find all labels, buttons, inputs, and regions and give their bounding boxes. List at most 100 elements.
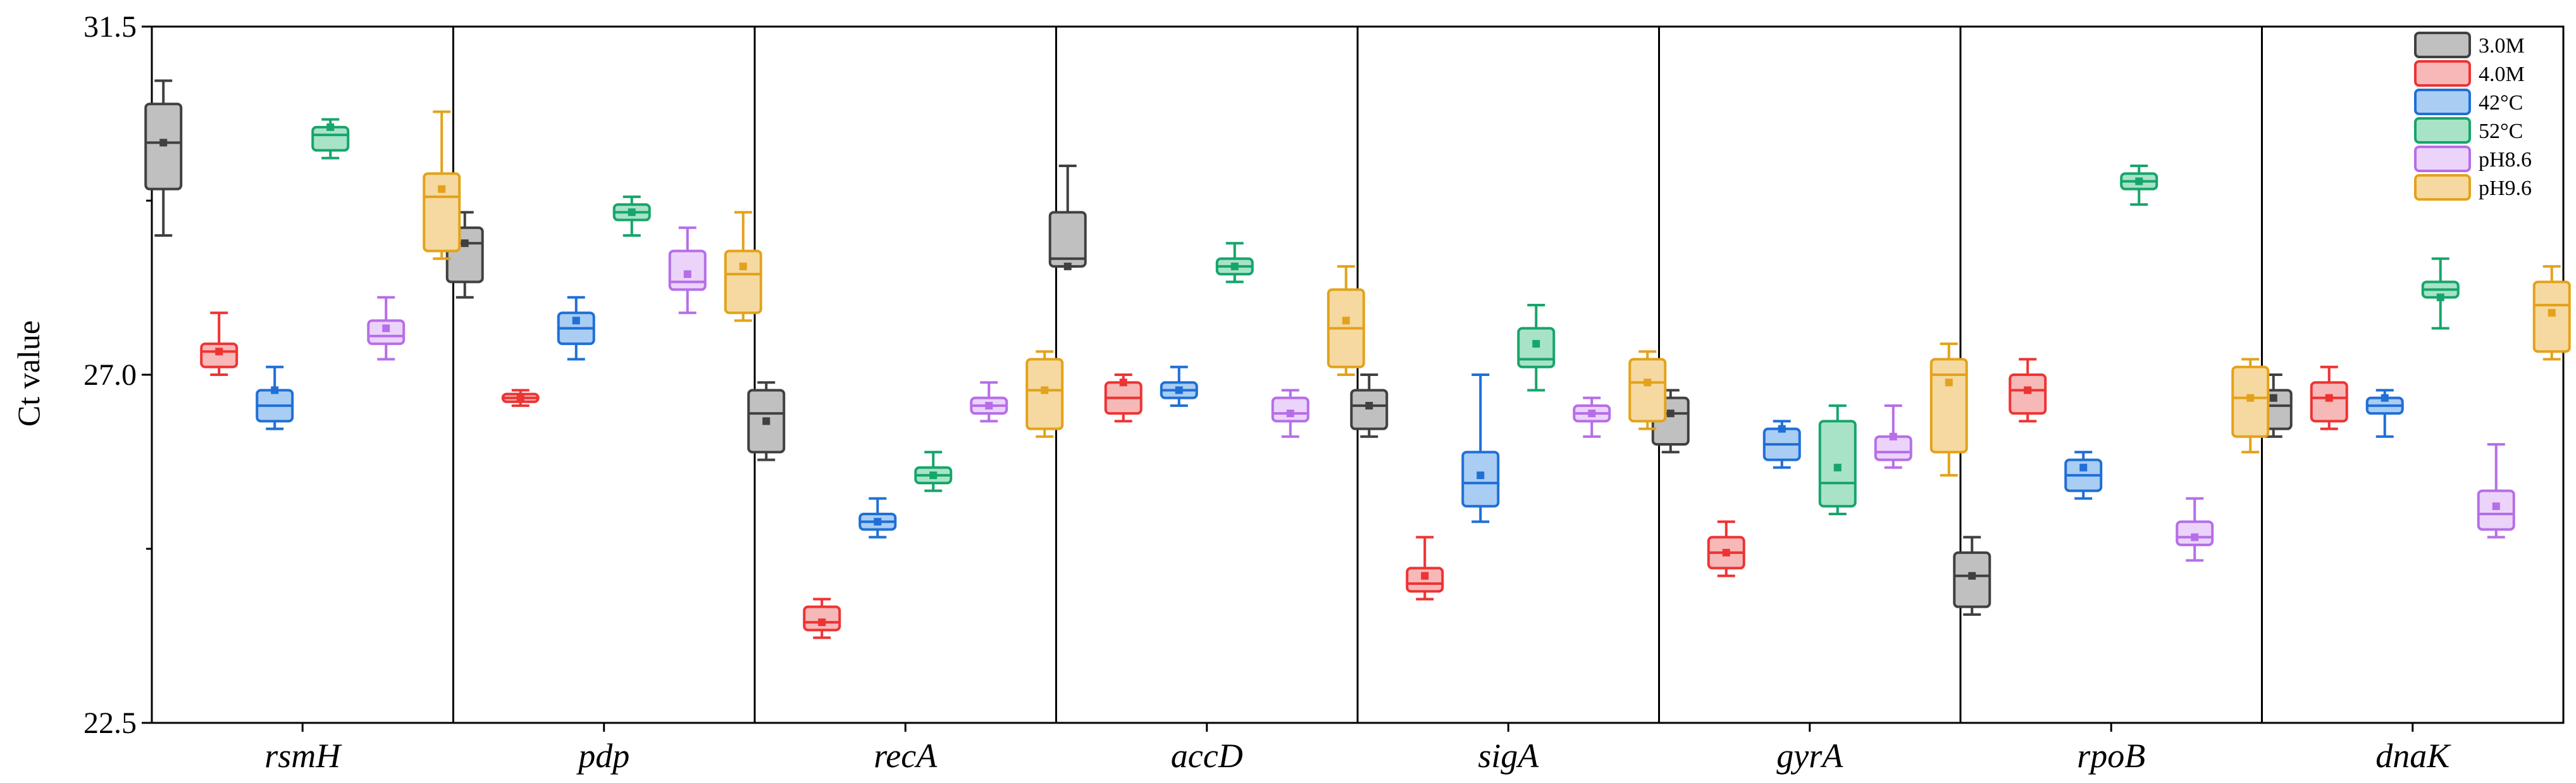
box-mark [1953,536,1991,616]
box-mark [2064,451,2103,500]
box-body [200,342,238,368]
mean-marker [683,270,691,279]
box-mark [2009,358,2047,423]
mean-marker [326,123,335,131]
mean-marker [516,394,524,402]
box-body [1025,358,1064,430]
box-body [423,172,461,253]
box-mark [970,381,1008,423]
mean-marker [461,239,469,247]
box-body [2231,365,2270,438]
mean-marker [1421,572,1429,580]
x-category-label: sigA [1478,737,1539,775]
mean-marker [1119,379,1127,387]
mean-marker [929,471,938,479]
mean-marker [1778,425,1786,433]
x-category-label: rsmH [264,737,342,775]
x-category-label: recA [874,737,938,775]
mean-marker [1588,410,1596,418]
box-mark [2231,358,2270,454]
mean-marker [2135,177,2143,185]
mean-marker [1722,549,1730,557]
legend-item: 4.0M [2414,60,2525,87]
mean-marker [2269,394,2277,402]
mean-marker [215,348,223,356]
legend-item: 3.0M [2414,32,2525,58]
box-body [2310,381,2348,423]
box-mark [256,365,294,430]
box-mark [1573,396,1611,438]
mean-marker [1342,316,1350,325]
series-30m [144,79,2293,616]
mean-marker [2381,394,2389,402]
mean-marker [1063,262,1072,270]
mean-marker [1286,410,1294,418]
box-mark [1327,265,1365,376]
mean-marker [1945,379,1953,387]
box-mark [2310,365,2348,430]
legend-label: 4.0M [2479,63,2525,86]
y-tick-label: 22.5 [84,706,137,740]
mean-marker [1041,386,1049,394]
box-mark [311,118,350,160]
box-mark [1350,373,1389,438]
series-52c [311,118,2460,515]
box-body [724,249,762,315]
mean-marker [1644,379,1652,387]
legend-swatch [2414,117,2471,144]
mean-marker [739,262,747,270]
legend-swatch [2414,146,2471,172]
box-body [144,103,183,191]
box-body [1517,327,1556,368]
box-mark [423,110,461,260]
box-mark [200,311,238,376]
box-mark [1818,404,1857,515]
box-body [1406,567,1444,593]
legend-label: 52°C [2479,120,2523,143]
mean-marker [762,417,771,425]
box-body [668,249,707,291]
mean-marker [1889,432,1897,441]
box-mark [1929,342,1968,477]
box-body [1818,420,1857,508]
plot-frame: 22.5 27.0 31.5 rsmH pdp recA accD sigA gyrA rpoB d… [84,10,2565,775]
legend-swatch [2414,174,2471,201]
box-mark [2176,497,2214,562]
series-ph86 [367,226,2515,562]
mean-marker [2325,394,2333,402]
mean-marker [2548,309,2556,317]
mean-marker [1175,386,1183,394]
box-mark [1874,404,1912,469]
box-mark [144,79,183,237]
x-category-label: rpoB [2077,737,2145,775]
mean-marker [1477,471,1485,479]
legend-label: pH8.6 [2479,148,2532,172]
box-mark [724,211,762,322]
legend-swatch [2414,60,2471,87]
box-mark [1215,242,1254,284]
box-mark [1628,350,1667,430]
legend: 3.0M 4.0M 42°C 52°C pH8.6 pH9.6 [2414,32,2532,201]
box-body [1271,396,1310,423]
mean-marker [628,208,636,216]
box-mark [2365,389,2404,438]
series-42c [256,296,2404,539]
mean-marker [874,518,882,526]
y-axis-title: Ct value [11,320,46,427]
box-mark [1461,373,1500,523]
mean-marker [438,185,446,193]
legend-swatch [2414,89,2471,115]
box-body [2009,373,2047,415]
box-mark [2120,165,2158,206]
box-mark [557,296,595,361]
mean-marker [1230,262,1239,270]
x-category-label: accD [1171,737,1243,775]
mean-marker [1968,572,1976,580]
mean-marker [2492,502,2500,510]
box-mark [668,226,707,315]
box-body [1350,389,1389,430]
box-body [2477,489,2515,531]
mean-marker [1365,401,1373,410]
box-mark [1025,350,1064,438]
